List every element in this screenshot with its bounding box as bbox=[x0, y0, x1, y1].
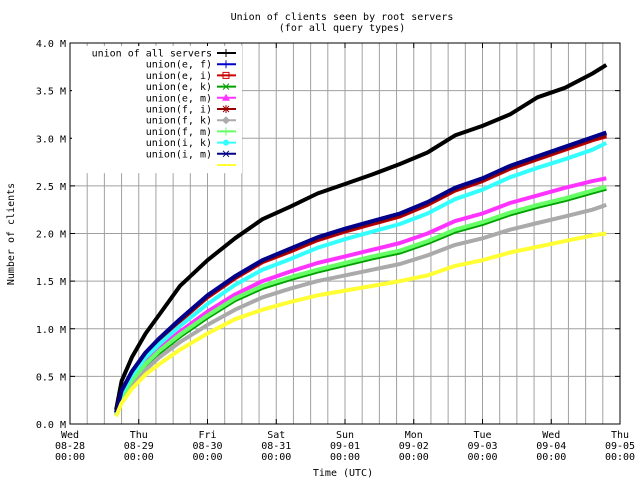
x-tick-label-time: 00:00 bbox=[55, 452, 85, 463]
x-tick-label-date: 09-02 bbox=[399, 441, 429, 452]
series-line-6 bbox=[114, 203, 607, 417]
x-tick-label-date: 09-03 bbox=[467, 441, 497, 452]
legend-marker-3 bbox=[222, 83, 230, 90]
y-tick-label: 2.5 M bbox=[36, 182, 66, 193]
legend-label-4: union(e, m) bbox=[146, 93, 212, 104]
x-tick-label-day: Fri bbox=[198, 430, 216, 441]
x-tick-label-date: 08-28 bbox=[55, 441, 85, 452]
y-tick-label: 3.5 M bbox=[36, 87, 66, 98]
legend-label-7: union(f, m) bbox=[146, 127, 212, 138]
legend-label-5: union(f, i) bbox=[146, 105, 212, 116]
x-tick-label-day: Wed bbox=[542, 430, 560, 441]
x-axis-label: Time (UTC) bbox=[313, 468, 373, 479]
y-tick-label: 4.0 M bbox=[36, 39, 66, 50]
x-tick-label-date: 08-29 bbox=[124, 441, 154, 452]
series-line-10 bbox=[114, 231, 607, 418]
legend-label-6: union(f, k) bbox=[146, 116, 212, 127]
y-tick-label: 0.5 M bbox=[36, 372, 66, 383]
legend-box bbox=[72, 46, 242, 174]
x-tick-label-date: 08-30 bbox=[192, 441, 222, 452]
y-tick-label: 1.5 M bbox=[36, 277, 66, 288]
legend-label-0: union of all servers bbox=[92, 49, 212, 60]
x-tick-label-time: 00:00 bbox=[467, 452, 497, 463]
y-axis-label: Number of clients bbox=[6, 183, 17, 285]
legend-marker-2 bbox=[222, 71, 230, 79]
x-tick-label-day: Thu bbox=[130, 430, 148, 441]
legend-marker-4 bbox=[222, 93, 230, 101]
series-line-7 bbox=[114, 184, 607, 416]
y-tick-label: 0.0 M bbox=[36, 420, 66, 431]
series-line-9 bbox=[114, 130, 607, 414]
x-tick-label-day: Wed bbox=[61, 430, 79, 441]
x-tick-label-day: Mon bbox=[405, 430, 423, 441]
x-tick-label-time: 00:00 bbox=[536, 452, 566, 463]
y-tick-label: 1.0 M bbox=[36, 325, 66, 336]
x-tick-label-date: 09-01 bbox=[330, 441, 360, 452]
x-tick-label-time: 00:00 bbox=[330, 452, 360, 463]
legend-label-2: union(e, i) bbox=[146, 71, 212, 82]
x-tick-label-time: 00:00 bbox=[399, 452, 429, 463]
legend-marker-5 bbox=[222, 105, 230, 113]
x-tick-label-date: 09-05 bbox=[605, 441, 635, 452]
legend-marker-9 bbox=[222, 150, 230, 158]
legend-label-8: union(i, k) bbox=[146, 138, 212, 149]
x-tick-label-time: 00:00 bbox=[192, 452, 222, 463]
series-line-8 bbox=[114, 141, 608, 415]
axes: 0.0 M 0.5 M 1.0 M 1.5 M 2.0 M 2.5 M 3.0 M 3.5 M… bbox=[36, 39, 635, 463]
x-tick-label-day: Tue bbox=[473, 430, 491, 441]
legend-marker-8 bbox=[223, 139, 229, 146]
x-tick-label-time: 00:00 bbox=[261, 452, 291, 463]
legend-marker-1 bbox=[222, 60, 230, 69]
x-tick-label-day: Sun bbox=[336, 430, 354, 441]
series-layer bbox=[114, 63, 608, 418]
x-tick-label-time: 00:00 bbox=[124, 452, 154, 463]
x-tick-label-day: Thu bbox=[611, 430, 629, 441]
x-tick-label-day: Sat bbox=[267, 430, 285, 441]
x-tick-label-time: 00:00 bbox=[605, 452, 635, 463]
y-tick-label: 2.0 M bbox=[36, 230, 66, 241]
legend-label-1: union(e, f) bbox=[146, 60, 212, 71]
y-tick-label: 3.0 M bbox=[36, 134, 66, 145]
x-tick-label-date: 09-04 bbox=[536, 441, 566, 452]
series-line-0 bbox=[114, 63, 608, 411]
chart-subtitle: (for all query types) bbox=[279, 23, 405, 34]
chart-title: Union of clients seen by root servers bbox=[231, 12, 454, 23]
legend-label-9: union(i, m) bbox=[146, 149, 212, 160]
legend-marker-0 bbox=[222, 49, 230, 57]
x-tick-label-date: 08-31 bbox=[261, 441, 291, 452]
legend-label-3: union(e, k) bbox=[146, 82, 212, 93]
legend-marker-7 bbox=[222, 127, 230, 136]
legend-marker-6 bbox=[222, 116, 230, 125]
